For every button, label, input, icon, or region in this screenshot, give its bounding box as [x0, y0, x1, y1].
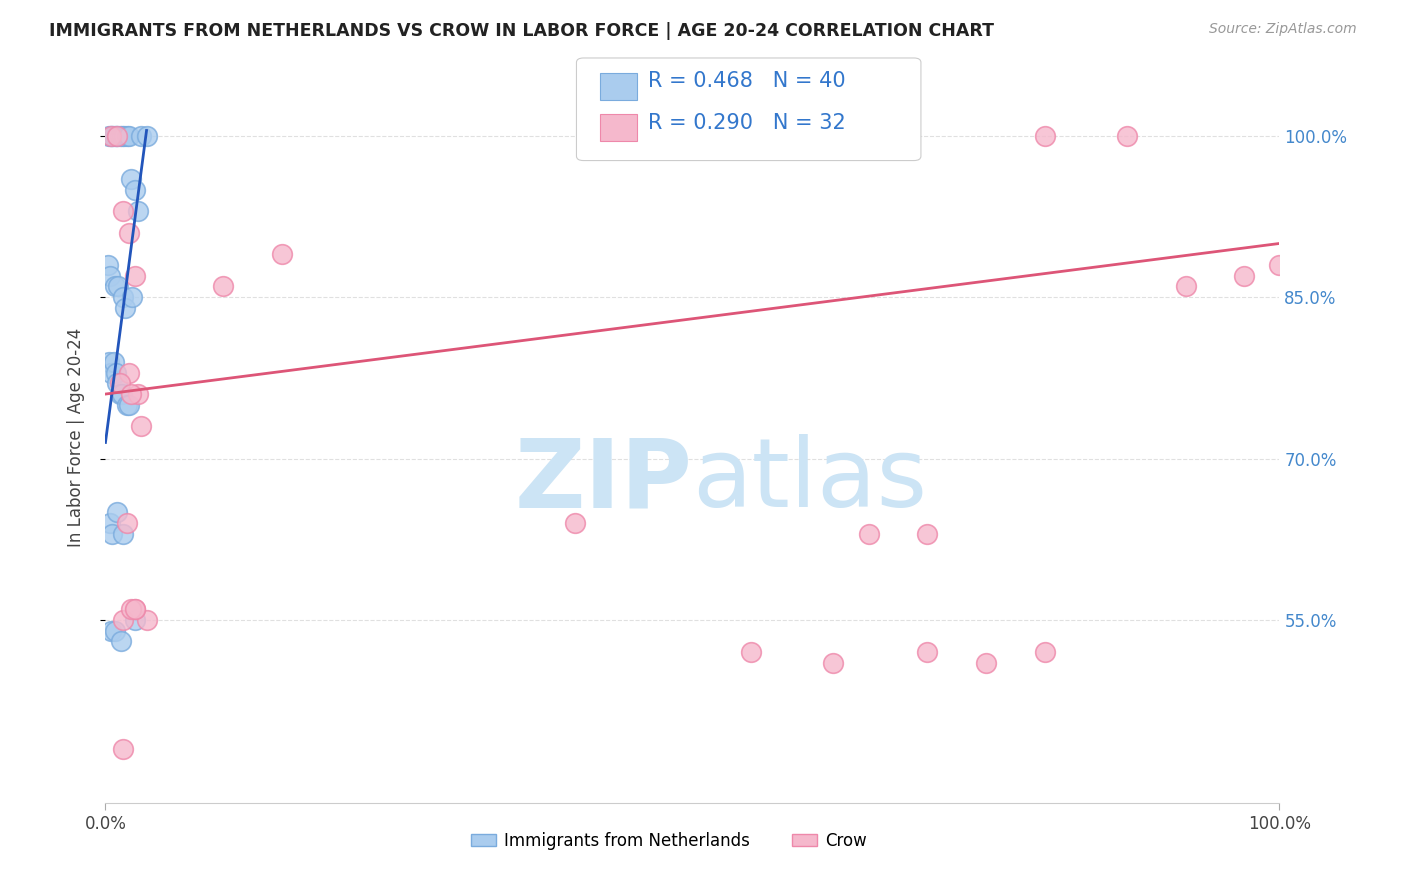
- Point: [104, 279, 127, 293]
- Point: [115, 516, 138, 530]
- Point: [112, 613, 135, 627]
- Point: [127, 387, 149, 401]
- Point: [108, 128, 131, 143]
- Point: [127, 204, 149, 219]
- Point: [98, 268, 121, 283]
- Point: [118, 366, 141, 380]
- Point: [917, 645, 939, 659]
- Point: [111, 128, 134, 143]
- Point: [114, 301, 136, 315]
- Point: [100, 624, 122, 638]
- Point: [124, 613, 146, 627]
- Point: [110, 634, 132, 648]
- Point: [740, 645, 762, 659]
- Legend: Immigrants from Netherlands, Crow: Immigrants from Netherlands, Crow: [464, 825, 873, 856]
- Point: [118, 128, 141, 143]
- Point: [103, 355, 125, 369]
- Point: [98, 128, 121, 143]
- Point: [101, 128, 124, 143]
- Point: [270, 247, 292, 261]
- Point: [135, 613, 157, 627]
- Point: [823, 656, 845, 670]
- Point: [112, 204, 135, 219]
- Point: [115, 128, 138, 143]
- Point: [124, 602, 146, 616]
- Point: [917, 527, 939, 541]
- Point: [105, 366, 128, 380]
- Point: [112, 290, 135, 304]
- Point: [118, 398, 141, 412]
- Point: [211, 279, 233, 293]
- Point: [97, 258, 120, 272]
- Text: R = 0.468   N = 40: R = 0.468 N = 40: [648, 71, 846, 91]
- Text: ZIP: ZIP: [515, 434, 693, 527]
- Point: [100, 128, 122, 143]
- Point: [100, 128, 122, 143]
- Point: [124, 602, 146, 616]
- Point: [124, 183, 146, 197]
- Point: [105, 505, 128, 519]
- Point: [101, 527, 124, 541]
- Point: [120, 387, 142, 401]
- Point: [115, 398, 138, 412]
- Point: [858, 527, 880, 541]
- Point: [105, 128, 128, 143]
- Point: [103, 128, 125, 143]
- Point: [120, 172, 142, 186]
- Point: [112, 527, 135, 541]
- Point: [108, 376, 131, 391]
- Text: R = 0.290   N = 32: R = 0.290 N = 32: [648, 113, 846, 133]
- Point: [111, 387, 134, 401]
- Text: Source: ZipAtlas.com: Source: ZipAtlas.com: [1209, 22, 1357, 37]
- Point: [129, 419, 152, 434]
- Point: [105, 376, 128, 391]
- Point: [105, 128, 128, 143]
- Point: [1233, 268, 1256, 283]
- Point: [1115, 128, 1137, 143]
- Point: [98, 355, 121, 369]
- Point: [1033, 645, 1056, 659]
- Point: [1174, 279, 1197, 293]
- Point: [118, 226, 141, 240]
- Point: [98, 516, 121, 530]
- Point: [974, 656, 997, 670]
- Text: IMMIGRANTS FROM NETHERLANDS VS CROW IN LABOR FORCE | AGE 20-24 CORRELATION CHART: IMMIGRANTS FROM NETHERLANDS VS CROW IN L…: [49, 22, 994, 40]
- Point: [100, 366, 122, 380]
- Point: [135, 128, 157, 143]
- Point: [105, 128, 128, 143]
- Text: atlas: atlas: [693, 434, 928, 527]
- Point: [1268, 258, 1291, 272]
- Point: [124, 268, 146, 283]
- Point: [108, 387, 131, 401]
- Point: [120, 602, 142, 616]
- Point: [129, 128, 152, 143]
- Point: [112, 128, 135, 143]
- Point: [107, 279, 129, 293]
- Y-axis label: In Labor Force | Age 20-24: In Labor Force | Age 20-24: [66, 327, 84, 547]
- Point: [121, 290, 143, 304]
- Point: [104, 624, 127, 638]
- Point: [112, 742, 135, 756]
- Point: [564, 516, 586, 530]
- Point: [1033, 128, 1056, 143]
